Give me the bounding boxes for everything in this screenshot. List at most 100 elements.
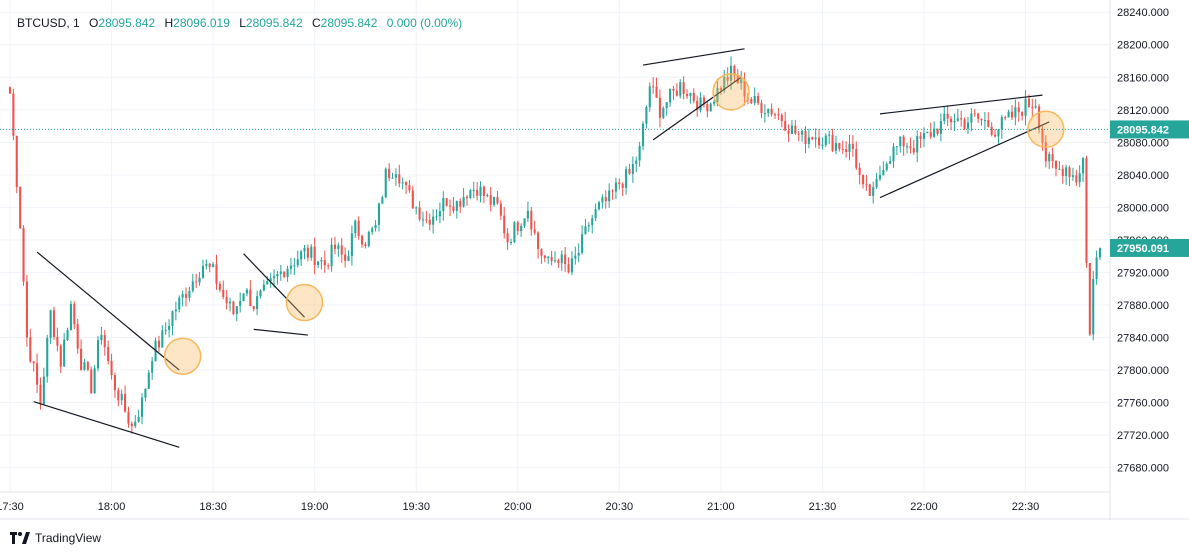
candle[interactable] [151, 356, 154, 380]
candle[interactable] [685, 89, 689, 99]
drawings[interactable] [33, 48, 1065, 448]
highlight-circle[interactable] [1027, 110, 1065, 149]
candle[interactable] [669, 88, 672, 107]
candle[interactable] [567, 257, 570, 274]
candle[interactable] [655, 77, 658, 99]
candle[interactable] [174, 301, 177, 321]
trendline[interactable] [33, 401, 180, 448]
candle[interactable] [381, 195, 384, 205]
candle[interactable] [831, 128, 834, 153]
candle[interactable] [509, 238, 513, 246]
trendline[interactable] [879, 94, 1043, 115]
candle[interactable] [181, 290, 184, 307]
candle[interactable] [861, 174, 865, 189]
candle[interactable] [530, 206, 533, 236]
candle[interactable] [90, 366, 93, 395]
candle[interactable] [899, 136, 902, 153]
candle[interactable] [144, 388, 147, 402]
candle[interactable] [601, 194, 604, 209]
candle[interactable] [300, 249, 303, 267]
candle[interactable] [218, 281, 221, 293]
candle[interactable] [878, 165, 882, 182]
candle[interactable] [1021, 111, 1024, 121]
candle[interactable] [960, 111, 963, 127]
candle[interactable] [1071, 167, 1074, 181]
candle[interactable] [906, 142, 909, 154]
candle[interactable] [327, 263, 330, 270]
candle[interactable] [872, 181, 875, 204]
candle[interactable] [631, 156, 634, 183]
candle[interactable] [86, 360, 89, 372]
candle[interactable] [256, 290, 259, 316]
candle[interactable] [1068, 165, 1071, 187]
candle[interactable] [865, 175, 868, 191]
candle[interactable] [59, 344, 62, 374]
candle[interactable] [591, 214, 594, 234]
candle[interactable] [476, 182, 479, 201]
tradingview-brand[interactable]: TradingView [10, 529, 101, 547]
candle[interactable] [1098, 247, 1102, 261]
candle[interactable] [966, 116, 970, 134]
candle[interactable] [574, 246, 577, 265]
candle[interactable] [1038, 103, 1041, 134]
candle[interactable] [895, 145, 898, 156]
candle[interactable] [164, 322, 167, 335]
candle[interactable] [801, 129, 804, 142]
candle[interactable] [763, 104, 766, 123]
candle[interactable] [584, 218, 587, 235]
candle[interactable] [12, 88, 15, 141]
candle[interactable] [658, 89, 661, 128]
candle[interactable] [682, 76, 685, 100]
candle[interactable] [882, 161, 885, 176]
candle[interactable] [807, 128, 810, 149]
candle[interactable] [455, 200, 458, 219]
interval-label[interactable]: 1 [73, 16, 80, 30]
candle[interactable] [371, 226, 374, 235]
candle[interactable] [868, 183, 871, 196]
candle[interactable] [69, 300, 72, 331]
candle[interactable] [926, 131, 929, 134]
candle[interactable] [252, 305, 255, 312]
candle[interactable] [208, 262, 211, 273]
candle[interactable] [946, 105, 949, 126]
candle[interactable] [503, 206, 506, 239]
candle[interactable] [452, 196, 455, 214]
candle[interactable] [344, 247, 347, 268]
candle[interactable] [1058, 161, 1061, 171]
candle[interactable] [347, 250, 350, 262]
candle[interactable] [1078, 165, 1081, 188]
candle[interactable] [939, 113, 942, 142]
candle[interactable] [564, 246, 567, 272]
candle[interactable] [760, 99, 763, 119]
candle[interactable] [296, 250, 299, 268]
candle[interactable] [32, 361, 35, 372]
candle[interactable] [611, 189, 614, 200]
candle[interactable] [817, 129, 821, 149]
highlight-circle[interactable] [712, 73, 750, 111]
candle[interactable] [374, 220, 377, 232]
candle[interactable] [950, 116, 953, 131]
candle[interactable] [1092, 270, 1095, 341]
candle[interactable] [513, 221, 516, 244]
candle[interactable] [171, 310, 174, 336]
candle[interactable] [709, 102, 712, 112]
candle[interactable] [124, 385, 127, 413]
candle[interactable] [1010, 105, 1014, 121]
candle[interactable] [361, 234, 364, 248]
candle[interactable] [222, 280, 225, 300]
candle[interactable] [943, 106, 946, 125]
candles[interactable] [8, 56, 1102, 434]
candle[interactable] [303, 244, 306, 260]
candle[interactable] [963, 117, 966, 131]
candle[interactable] [63, 332, 66, 367]
candle[interactable] [93, 365, 96, 395]
candle[interactable] [919, 131, 922, 149]
candle[interactable] [1004, 115, 1007, 121]
candle[interactable] [354, 219, 357, 238]
time-axis[interactable]: 17:30 18:00 18:30 19:00 19:30 20:00 20:30 21:00… [0, 501, 1039, 513]
symbol-label[interactable]: BTCUSD [17, 16, 67, 30]
candle[interactable] [388, 163, 391, 182]
candle[interactable] [875, 172, 878, 190]
candle[interactable] [1024, 90, 1027, 126]
candle[interactable] [36, 353, 39, 393]
